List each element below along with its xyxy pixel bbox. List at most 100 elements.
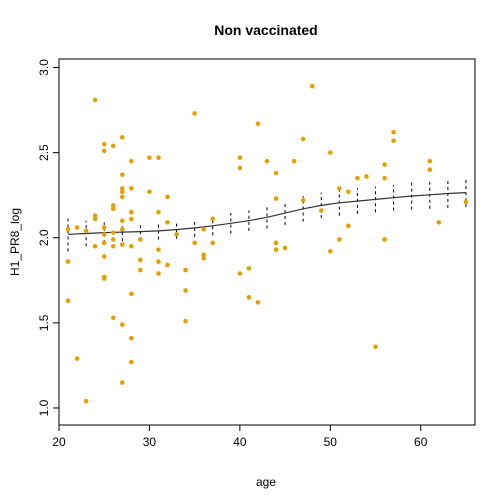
- data-point: [101, 141, 107, 147]
- data-point: [129, 216, 134, 222]
- data-point: [110, 203, 116, 208]
- data-point: [192, 240, 197, 246]
- data-point: [237, 155, 243, 161]
- data-point: [273, 196, 279, 201]
- data-point: [210, 240, 216, 246]
- data-point: [192, 111, 197, 116]
- data-point: [129, 243, 134, 249]
- data-point: [101, 240, 107, 246]
- data-point: [101, 276, 107, 281]
- data-point: [210, 216, 216, 222]
- data-point: [436, 220, 442, 225]
- data-point: [273, 170, 279, 176]
- data-point: [110, 243, 116, 249]
- data-point: [255, 121, 261, 126]
- data-point: [337, 186, 342, 191]
- data-point: [309, 83, 315, 89]
- data-point: [337, 237, 342, 242]
- data-point: [101, 232, 107, 237]
- data-point: [120, 135, 125, 140]
- data-point: [120, 194, 125, 200]
- fit-curve: [67, 192, 467, 235]
- data-point: [110, 237, 116, 242]
- data-point: [92, 216, 98, 222]
- data-point: [74, 225, 80, 230]
- data-point: [129, 186, 134, 191]
- data-point: [165, 220, 170, 225]
- data-point: [129, 158, 134, 164]
- data-point: [346, 189, 351, 195]
- data-point: [83, 228, 89, 234]
- x-tick-label: 50: [324, 435, 338, 449]
- data-point: [156, 247, 161, 252]
- y-tick-label: 2.0: [37, 229, 51, 246]
- data-point: [183, 267, 188, 273]
- data-point: [65, 298, 71, 304]
- y-tick-label: 3.0: [37, 59, 51, 76]
- data-point: [120, 172, 125, 178]
- plot-frame: [58, 58, 476, 426]
- data-point: [355, 175, 360, 181]
- data-point: [382, 175, 387, 181]
- data-point: [273, 247, 279, 252]
- data-point: [463, 199, 469, 205]
- data-point: [101, 254, 107, 259]
- data-point: [201, 252, 206, 258]
- data-point: [129, 335, 134, 341]
- data-point: [156, 155, 161, 161]
- data-point: [120, 226, 125, 232]
- data-point: [391, 138, 396, 144]
- data-point: [129, 209, 134, 215]
- data-point: [291, 158, 297, 164]
- data-point: [156, 271, 161, 276]
- data-point: [138, 257, 143, 263]
- y-axis-label: H1_PR8_log: [8, 208, 22, 276]
- data-point: [273, 240, 279, 246]
- x-tick-label: 60: [414, 435, 428, 449]
- data-point: [282, 245, 288, 251]
- data-point: [110, 315, 116, 321]
- data-point: [183, 288, 188, 293]
- data-point: [147, 155, 152, 161]
- x-axis: 20 30 40 50 60: [52, 425, 428, 449]
- x-tick-label: 20: [52, 435, 66, 449]
- confidence-band: [67, 178, 467, 252]
- data-point: [110, 206, 116, 212]
- data-point: [101, 148, 107, 154]
- data-point: [120, 186, 125, 191]
- data-point: [237, 165, 243, 171]
- data-point: [373, 344, 378, 349]
- data-point: [120, 218, 125, 224]
- data-point: [201, 226, 206, 232]
- data-point: [129, 291, 134, 297]
- data-point: [92, 213, 98, 218]
- data-point: [138, 267, 143, 273]
- data-point: [165, 194, 170, 200]
- y-tick-label: 2.5: [37, 144, 51, 161]
- data-point: [391, 129, 396, 135]
- y-tick-label: 1.0: [37, 399, 51, 416]
- data-point: [346, 223, 351, 229]
- chart-title: Non vaccinated: [214, 22, 317, 38]
- data-point: [156, 209, 161, 215]
- data-point: [147, 189, 152, 195]
- data-point: [300, 136, 306, 142]
- data-point: [165, 262, 170, 268]
- data-point: [120, 380, 125, 385]
- x-tick-label: 40: [233, 435, 247, 449]
- data-point: [129, 359, 134, 365]
- y-tick-label: 1.5: [37, 314, 51, 331]
- data-point: [382, 162, 387, 167]
- x-axis-label: age: [256, 475, 276, 489]
- data-point: [138, 237, 143, 242]
- data-point: [201, 255, 206, 261]
- data-point: [300, 197, 306, 203]
- data-point: [237, 271, 243, 276]
- data-point: [264, 158, 270, 164]
- data-point: [382, 237, 387, 242]
- data-points: [65, 83, 469, 404]
- data-point: [92, 97, 98, 103]
- data-point: [427, 167, 433, 172]
- data-point: [120, 322, 125, 327]
